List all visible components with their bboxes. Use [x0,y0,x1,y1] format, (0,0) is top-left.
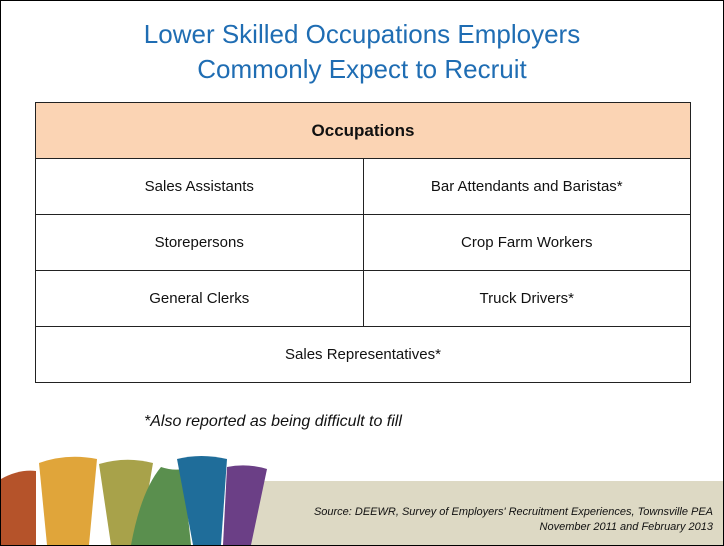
cell: Sales Representatives* [35,326,691,383]
table: Occupations Sales Assistants Bar Attendan… [35,102,691,383]
cell: General Clerks [35,270,364,327]
shape [131,467,191,545]
shape [223,465,267,545]
shape [177,456,227,545]
footnote: *Also reported as being difficult to fil… [144,413,402,430]
header-cell: Occupations [35,102,691,159]
cell: Crop Farm Workers [362,214,691,271]
shape [1,470,36,545]
source-line: November 2011 and February 2013 [539,521,713,533]
band [239,481,723,545]
title-line: Commonly Expect to Recruit [197,54,527,84]
shape [39,456,97,545]
title-line: Lower Skilled Occupations Employers [143,19,581,49]
cell: Storepersons [35,214,364,271]
source-line: Source: DEEWR, Survey of Employers' Recr… [313,506,713,518]
cell: Bar Attendants and Baristas* [362,158,691,215]
cell: Truck Drivers* [362,270,691,327]
cell: Sales Assistants [35,158,364,215]
